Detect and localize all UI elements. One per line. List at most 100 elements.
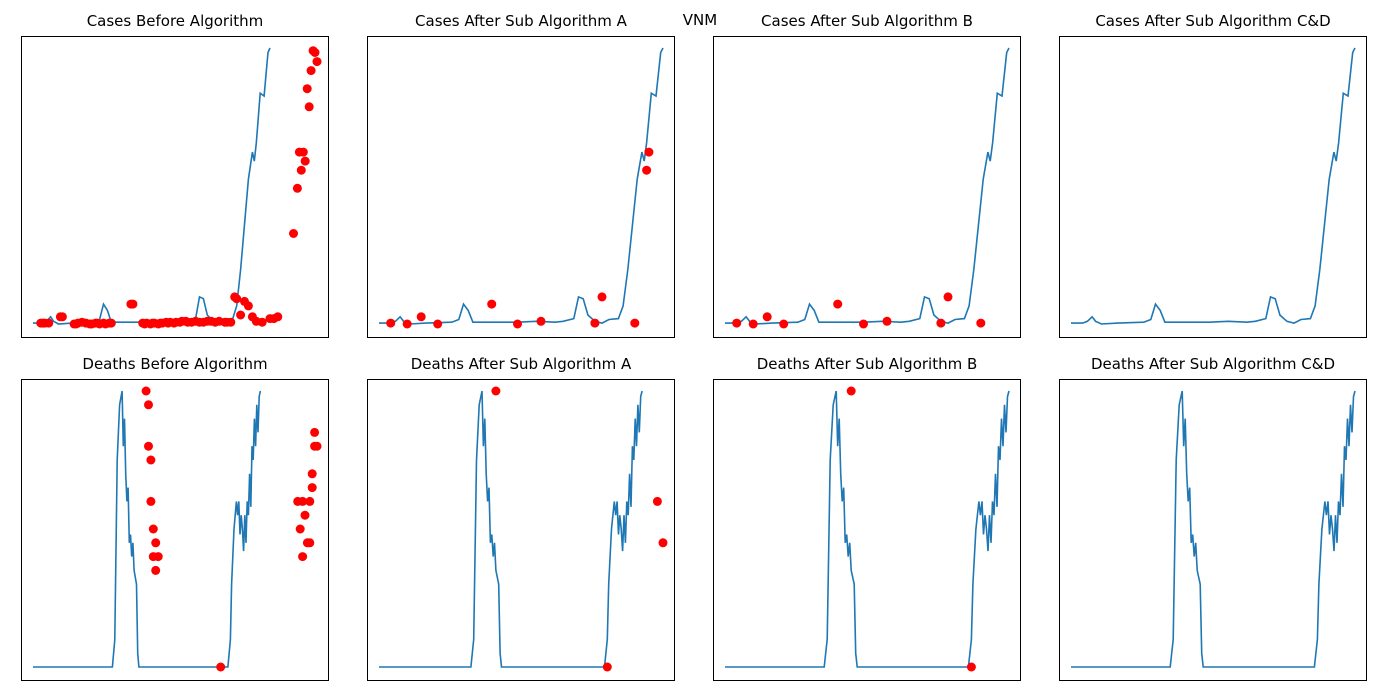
- anomaly-point: [491, 386, 501, 396]
- series-line: [1071, 47, 1356, 325]
- chart-plot: [21, 379, 329, 681]
- anomaly-point: [146, 455, 156, 465]
- anomaly-point: [943, 292, 953, 302]
- anomaly-point: [305, 496, 315, 506]
- anomaly-point: [642, 165, 652, 175]
- chart-plot: [367, 36, 675, 338]
- anomaly-point: [416, 312, 426, 322]
- plot-frame: [21, 36, 329, 338]
- chart-panel-cases-b: Cases After Sub Algorithm B: [713, 12, 1021, 338]
- chart-title: Cases Before Algorithm: [86, 12, 264, 30]
- plot-frame: [713, 379, 1021, 681]
- anomaly-point: [298, 496, 308, 506]
- anomaly-point: [216, 662, 226, 672]
- anomaly-point: [44, 318, 54, 328]
- anomaly-point: [312, 57, 322, 67]
- anomaly-point: [243, 301, 253, 311]
- anomaly-point: [273, 312, 283, 322]
- anomaly-point: [307, 469, 317, 479]
- anomaly-point: [144, 441, 153, 451]
- anomaly-point: [146, 496, 156, 506]
- anomaly-point: [295, 524, 305, 534]
- anomaly-point: [106, 318, 116, 328]
- chart-title: Deaths After Sub Algorithm B: [756, 355, 978, 373]
- anomaly-point: [630, 318, 640, 328]
- anomaly-point: [536, 316, 546, 326]
- anomaly-point: [148, 524, 158, 534]
- chart-panel-deaths-b: Deaths After Sub Algorithm B: [713, 355, 1021, 681]
- anomaly-point: [300, 156, 310, 166]
- anomaly-point: [306, 66, 316, 76]
- anomaly-point: [57, 312, 67, 322]
- anomaly-point: [658, 538, 668, 548]
- anomaly-point: [312, 441, 322, 451]
- series-line: [33, 47, 271, 325]
- chart-title: Deaths Before Algorithm: [82, 355, 268, 373]
- anomaly-point: [236, 310, 246, 320]
- chart-plot: [367, 379, 675, 681]
- anomaly-point: [302, 84, 312, 94]
- anomaly-point: [141, 386, 151, 396]
- anomaly-point: [779, 319, 789, 329]
- anomaly-point: [652, 496, 662, 506]
- series-line: [379, 390, 643, 668]
- figure-suptitle: VNM: [682, 11, 718, 29]
- anomaly-point: [298, 552, 308, 562]
- anomaly-point: [976, 318, 986, 328]
- chart-panel-cases-cd: Cases After Sub Algorithm C&D: [1059, 12, 1367, 338]
- chart-plot: [713, 379, 1021, 681]
- anomaly-point: [597, 292, 607, 302]
- plot-frame: [367, 379, 675, 681]
- anomaly-point: [966, 662, 976, 672]
- plot-frame: [1059, 379, 1367, 681]
- anomaly-point: [289, 229, 298, 238]
- anomaly-point: [590, 318, 600, 328]
- anomaly-point: [310, 48, 320, 57]
- series-line: [1071, 390, 1356, 668]
- anomaly-point: [153, 552, 163, 562]
- series-line: [379, 47, 664, 325]
- chart-panel-deaths-before: Deaths Before Algorithm: [21, 355, 329, 681]
- anomaly-point: [151, 538, 161, 548]
- chart-plot: [713, 36, 1021, 338]
- anomaly-point: [307, 483, 317, 493]
- anomaly-point: [226, 317, 236, 327]
- anomaly-point: [292, 183, 302, 193]
- chart-title: Deaths After Sub Algorithm C&D: [1091, 355, 1335, 373]
- chart-panel-cases-a: Cases After Sub Algorithm A: [367, 12, 675, 338]
- anomaly-point: [882, 316, 892, 326]
- anomaly-point: [305, 538, 315, 548]
- anomaly-point: [732, 318, 742, 328]
- series-line: [725, 390, 1010, 668]
- plot-frame: [21, 379, 329, 681]
- anomaly-point: [846, 386, 856, 396]
- chart-plot: [1059, 379, 1367, 681]
- anomaly-point: [300, 510, 310, 520]
- anomaly-point: [433, 319, 443, 329]
- anomaly-point: [128, 299, 138, 309]
- anomaly-point: [296, 165, 306, 175]
- chart-title: Deaths After Sub Algorithm A: [410, 355, 632, 373]
- anomaly-point: [936, 318, 946, 328]
- anomaly-point: [833, 299, 843, 309]
- chart-panel-deaths-a: Deaths After Sub Algorithm A: [367, 355, 675, 681]
- anomaly-point: [144, 400, 153, 410]
- chart-panel-cases-before: Cases Before Algorithm: [21, 12, 329, 338]
- anomaly-point: [402, 319, 412, 329]
- chart-plot: [21, 36, 329, 338]
- anomaly-point: [762, 312, 772, 322]
- anomaly-point: [859, 319, 868, 329]
- anomaly-point: [232, 294, 242, 304]
- plot-frame: [367, 36, 675, 338]
- chart-title: Cases After Sub Algorithm C&D: [1095, 12, 1331, 30]
- anomaly-point: [151, 565, 161, 575]
- anomaly-point: [386, 318, 396, 328]
- chart-title: Cases After Sub Algorithm B: [761, 12, 973, 30]
- anomaly-point: [304, 102, 314, 112]
- plot-frame: [1059, 36, 1367, 338]
- anomaly-point: [602, 662, 612, 672]
- plot-frame: [713, 36, 1021, 338]
- anomaly-point: [644, 147, 654, 157]
- anomaly-point: [310, 427, 320, 437]
- chart-title: Cases After Sub Algorithm A: [415, 12, 627, 30]
